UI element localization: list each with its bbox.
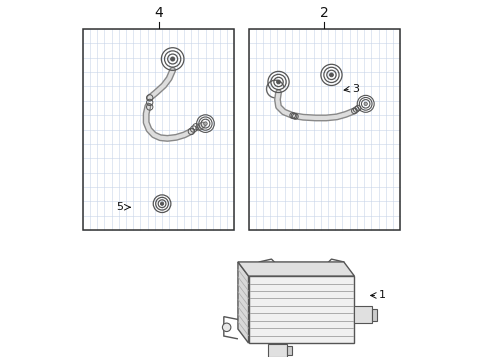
Bar bbox=[248, 276, 354, 343]
Bar bbox=[248, 29, 400, 230]
Circle shape bbox=[330, 73, 333, 77]
Circle shape bbox=[222, 323, 231, 332]
Text: 5: 5 bbox=[116, 202, 123, 212]
Text: 3: 3 bbox=[353, 84, 360, 94]
Bar bbox=[268, 344, 287, 357]
Text: 4: 4 bbox=[154, 6, 163, 20]
Text: 1: 1 bbox=[379, 291, 386, 301]
Circle shape bbox=[204, 122, 207, 125]
Bar bbox=[354, 306, 372, 323]
Circle shape bbox=[161, 202, 164, 205]
Circle shape bbox=[277, 80, 280, 84]
Text: 2: 2 bbox=[320, 6, 329, 20]
Circle shape bbox=[364, 102, 368, 105]
Bar bbox=[372, 309, 377, 321]
Polygon shape bbox=[238, 262, 248, 343]
Bar bbox=[83, 29, 234, 230]
Circle shape bbox=[171, 57, 174, 61]
Bar bbox=[287, 346, 293, 355]
Polygon shape bbox=[238, 262, 354, 276]
